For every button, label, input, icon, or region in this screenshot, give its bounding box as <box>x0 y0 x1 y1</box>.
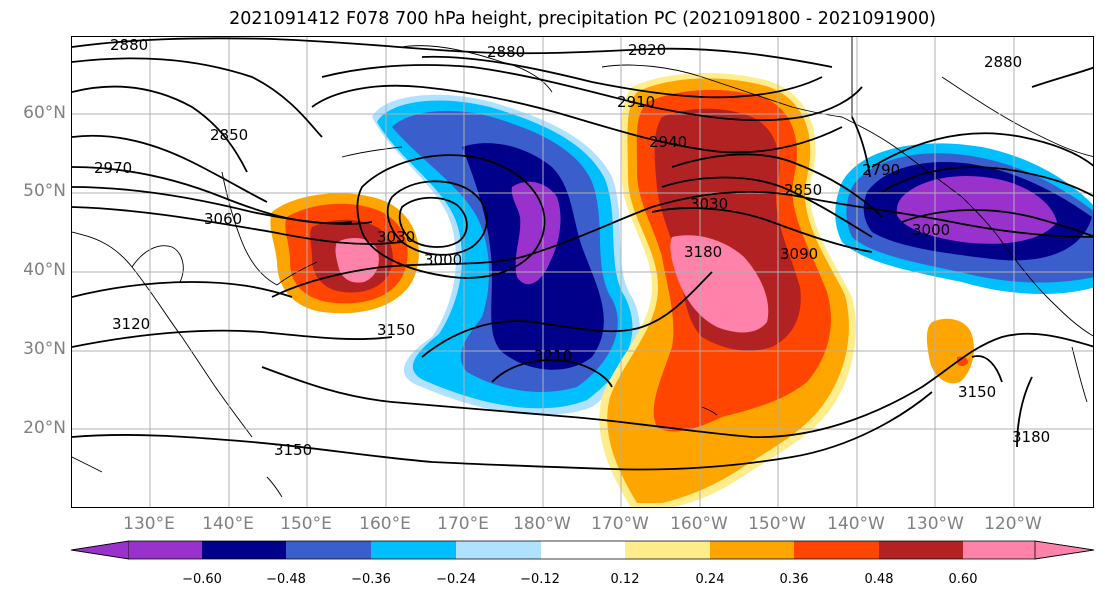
colorbar-bin <box>456 541 541 559</box>
contour-label: 3210 <box>534 347 572 365</box>
height-contours <box>72 37 1093 471</box>
contour-label: 3000 <box>424 251 462 269</box>
colorbar-tick: 0.48 <box>864 572 894 587</box>
map-title: 2021091412 F078 700 hPa height, precipit… <box>229 9 936 29</box>
contour-label: 3090 <box>780 245 818 263</box>
positive-anomaly-west <box>270 193 419 314</box>
positive-anomaly-central <box>599 72 856 507</box>
lat-label-40n: 40°N <box>23 260 66 280</box>
lon-label-140w: 140°W <box>827 514 885 534</box>
colorbar-tick: −0.12 <box>520 572 560 587</box>
map-panel: 2880 2880 2820 2880 2910 2940 2850 2970 … <box>71 36 1094 508</box>
colorbar-tick: −0.60 <box>182 572 222 587</box>
colorbar-tick: 0.36 <box>779 572 809 587</box>
colorbar-bin <box>129 541 202 559</box>
colorbar-extend-high <box>1034 540 1095 560</box>
lon-label-160e: 160°E <box>359 514 411 534</box>
contour-label: 2880 <box>110 37 148 54</box>
colorbar-tick: −0.36 <box>351 572 391 587</box>
contour-label: 3180 <box>684 243 722 261</box>
contour-label: 2880 <box>487 43 525 61</box>
lon-label-130w: 130°W <box>906 514 964 534</box>
contour-label: 3030 <box>690 195 728 213</box>
lat-label-30n: 30°N <box>23 339 66 359</box>
lon-label-150w: 150°W <box>748 514 806 534</box>
gridlines <box>72 37 1093 507</box>
contour-label: 2940 <box>649 133 687 151</box>
map-canvas: 2880 2880 2820 2880 2910 2940 2850 2970 … <box>72 37 1093 507</box>
colorbar-bin <box>286 541 371 559</box>
colorbar-tick: 0.60 <box>948 572 978 587</box>
contour-label: 2970 <box>94 159 132 177</box>
negative-anomaly-west <box>372 94 640 416</box>
lat-label-50n: 50°N <box>23 181 66 201</box>
lon-label-170e: 170°E <box>437 514 489 534</box>
colorbar-bin <box>541 541 625 559</box>
lon-label-170w: 170°W <box>591 514 649 534</box>
colorbar-bin <box>963 541 1035 559</box>
contour-label: 3120 <box>112 315 150 333</box>
lon-label-120w: 120°W <box>984 514 1042 534</box>
colorbar-tick: 0.12 <box>610 572 640 587</box>
contour-label: 3060 <box>204 210 242 228</box>
colorbar-tick: −0.48 <box>266 572 306 587</box>
colorbar-bin <box>794 541 879 559</box>
colorbar-bin <box>625 541 710 559</box>
lon-label-160w: 160°W <box>670 514 728 534</box>
colorbar-bin <box>879 541 963 559</box>
contour-label: 2850 <box>784 181 822 199</box>
lat-label-20n: 20°N <box>23 418 66 438</box>
colorbar-tick: −0.24 <box>436 572 476 587</box>
contour-label: 3030 <box>377 228 415 246</box>
lon-label-130e: 130°E <box>123 514 175 534</box>
contour-label: 2910 <box>617 93 655 111</box>
contour-label: 3150 <box>274 441 312 459</box>
lat-label-60n: 60°N <box>23 103 66 123</box>
contour-labels: 2880 2880 2820 2880 2910 2940 2850 2970 … <box>94 37 1050 459</box>
lon-label-180w: 180°W <box>513 514 571 534</box>
contour-label: 2790 <box>862 161 900 179</box>
contour-label: 3150 <box>377 321 415 339</box>
lon-label-140e: 140°E <box>202 514 254 534</box>
contour-label: 2820 <box>628 41 666 59</box>
colorbar-tick: 0.24 <box>695 572 725 587</box>
colorbar <box>70 540 1095 560</box>
colorbar-bin <box>371 541 456 559</box>
colorbar-extend-low <box>70 540 130 560</box>
colorbar-bin <box>710 541 794 559</box>
colorbar-bin <box>202 541 286 559</box>
contour-label: 2850 <box>210 126 248 144</box>
contour-label: 2880 <box>984 53 1022 71</box>
contour-label: 3180 <box>1012 428 1050 446</box>
contour-label: 3150 <box>958 383 996 401</box>
contour-label: 3000 <box>912 221 950 239</box>
lon-label-150e: 150°E <box>280 514 332 534</box>
